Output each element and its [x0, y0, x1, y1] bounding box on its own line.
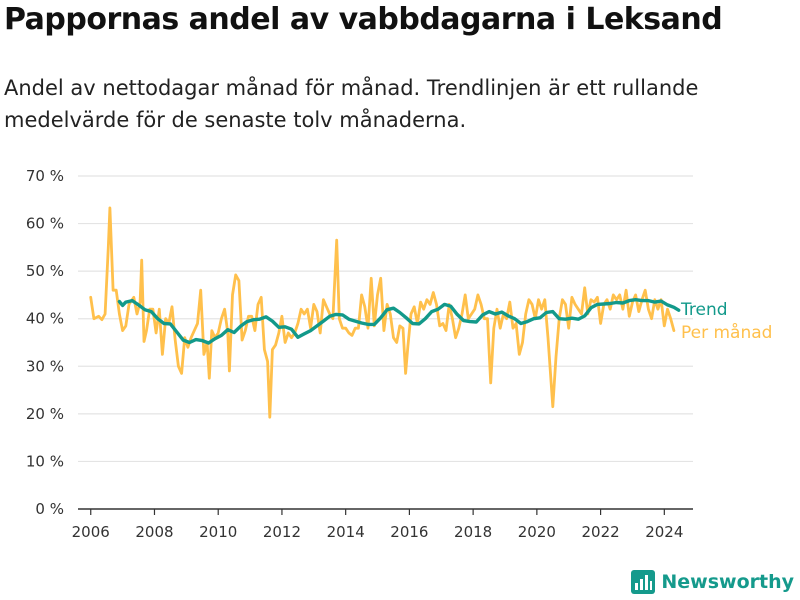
y-tick-label: 70 %: [26, 167, 64, 185]
y-tick-label: 20 %: [26, 405, 64, 423]
x-tick-label: 2014: [327, 523, 365, 541]
x-tick-label: 2016: [390, 523, 428, 541]
newsworthy-logo-icon: [631, 570, 656, 594]
trend-series-line: [117, 298, 681, 345]
legend-label-trend: Trend: [680, 300, 728, 320]
x-axis-ticks: 2006 2008 2010 2012 2014 2016 2018 2020 2022 2024: [72, 509, 683, 541]
x-tick-label: 2008: [135, 523, 173, 541]
legend-label-monthly: Per månad: [681, 322, 772, 343]
newsworthy-brand[interactable]: Newsworthy: [631, 570, 794, 594]
brand-name: Newsworthy: [661, 571, 794, 593]
grid-lines: [78, 175, 693, 510]
y-tick-label: 30 %: [26, 357, 64, 375]
y-tick-label: 0 %: [35, 500, 64, 518]
x-tick-label: 2010: [199, 523, 237, 541]
series-lines: [89, 206, 681, 419]
x-tick-label: 2020: [518, 523, 556, 541]
x-tick-label: 2024: [645, 523, 683, 541]
x-tick-label: 2006: [72, 523, 110, 541]
y-tick-label: 40 %: [26, 310, 64, 328]
chart-subtitle: Andel av nettodagar månad för månad. Tre…: [4, 76, 699, 132]
x-tick-label: 2018: [454, 523, 492, 541]
x-tick-label: 2012: [263, 523, 301, 541]
monthly-series-line: [89, 206, 676, 419]
x-tick-label: 2022: [581, 523, 619, 541]
y-tick-label: 10 %: [26, 452, 64, 470]
y-tick-label: 60 %: [26, 215, 64, 233]
chart-title: Pappornas andel av vabbdagarna i Leksand: [4, 2, 723, 37]
y-axis-ticks: 0 % 10 % 20 % 30 % 40 % 50 % 60 % 70 %: [26, 167, 64, 518]
y-tick-label: 50 %: [26, 262, 64, 280]
